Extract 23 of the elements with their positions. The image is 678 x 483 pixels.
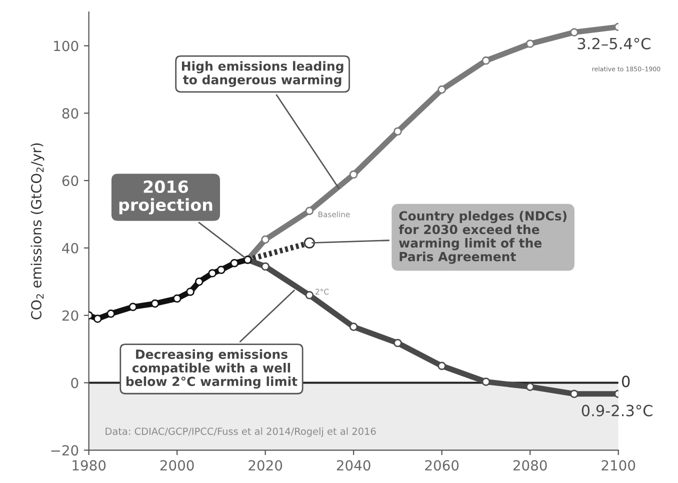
annotation: Country pledges (NDCs) for 2030 exceed the warming limit of the Paris Agreement <box>398 210 566 264</box>
y-axis-title: CO$_{2}$ emissions (GtCO$_{2}$/yr) <box>30 143 44 320</box>
annotation: Data: CDIAC/GCP/IPCC/Fuss et al 2014/Rogelj et al 2016 <box>106 427 376 437</box>
x-tick-label: 2060 <box>425 460 459 471</box>
annotation: 3.2–5.4°C <box>578 38 650 50</box>
x-tick-label: 1980 <box>72 460 106 471</box>
y-tick-label: 0 <box>71 378 78 388</box>
x-tick-label: 2080 <box>513 460 547 471</box>
ref-line-label: 0 <box>622 376 630 388</box>
y-tick-label: 20 <box>62 310 78 321</box>
annotation: 2016 projection <box>119 180 212 214</box>
x-tick-label: 2100 <box>602 460 636 471</box>
y-tick-label: 80 <box>62 108 78 119</box>
annotation: 0.9-2.3°C <box>582 404 652 416</box>
x-tick-label: 2020 <box>248 460 282 471</box>
x-tick-label: 2000 <box>160 460 194 471</box>
y-tick-label: 60 <box>62 176 78 186</box>
annotation: High emissions leading to dangerous warming <box>182 61 344 87</box>
y-tick-label: 40 <box>62 242 78 254</box>
y-tick-label: 100 <box>54 40 78 52</box>
annotation: Decreasing emissions compatible with a well below 2°C warming limit <box>126 349 298 389</box>
y-tick-label: −20 <box>51 445 78 456</box>
x-tick-label: 2040 <box>336 460 370 471</box>
